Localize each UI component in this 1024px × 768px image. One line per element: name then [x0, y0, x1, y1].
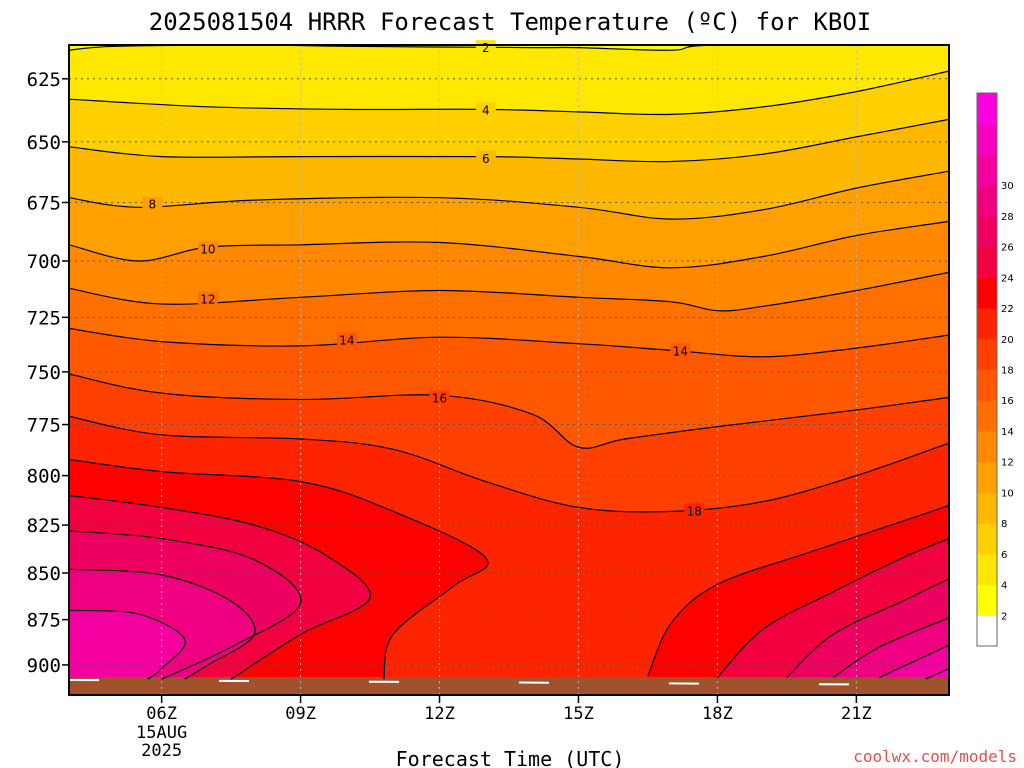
x-tick-label: 12Z	[424, 704, 455, 724]
contour-label-14: 14	[673, 344, 688, 358]
contour-label-18: 18	[687, 504, 702, 518]
x-tick-label: 15Z	[563, 704, 594, 724]
colorbar-swatch	[977, 369, 997, 401]
colorbar-swatch	[977, 430, 997, 463]
colorbar-label: 4	[1001, 581, 1007, 592]
band-28	[69, 610, 186, 695]
contour-label-14: 14	[339, 333, 354, 347]
colorbar-label: 10	[1001, 488, 1014, 499]
contour-line-24	[786, 578, 949, 678]
colorbar-label: 28	[1001, 212, 1014, 223]
contour-label-8: 8	[149, 198, 157, 212]
contour-label-4: 4	[482, 103, 490, 117]
y-tick-label: 625	[27, 69, 61, 91]
colorbar-label: 18	[1001, 366, 1014, 377]
y-tick-label: 700	[27, 251, 61, 273]
x-tick-label: 21Z	[841, 704, 872, 724]
contour-line-10	[69, 220, 949, 269]
x-axis-label: Forecast Time (UTC)	[396, 747, 625, 768]
colorbar-swatch	[977, 492, 997, 524]
contour-line-12	[69, 271, 949, 312]
contour-labels: 2 4 6 8 10 12 14 14 16 18	[142, 40, 705, 518]
contour-label-16: 16	[432, 391, 447, 405]
ground-band	[69, 677, 949, 695]
contour-label-2: 2	[482, 41, 490, 55]
grid-lines	[69, 45, 949, 695]
colorbar-swatch	[977, 553, 997, 586]
contour-label-6: 6	[482, 152, 490, 166]
x-tick-label: 18Z	[702, 704, 733, 724]
contour-line-28	[69, 609, 186, 680]
colorbar-swatch	[977, 154, 997, 186]
contour-label-12: 12	[200, 292, 215, 306]
contour-line-26	[832, 617, 949, 678]
contour-line-16	[69, 373, 949, 449]
colorbar-label: 14	[1001, 427, 1014, 438]
credit-link[interactable]: coolwx.com/models	[853, 747, 1017, 766]
contour-line-8	[69, 170, 949, 220]
contour-line-20	[647, 504, 949, 676]
colorbar-label: 20	[1001, 335, 1014, 346]
colorbar-label: 22	[1001, 304, 1014, 315]
contour-line-22	[69, 495, 371, 680]
y-axis: 625 650 675 700 725 750 775 800 825 850 875 900	[27, 69, 69, 677]
x-tick-label: 06Z	[146, 704, 177, 724]
colorbar-label: 30	[1001, 181, 1014, 192]
y-tick-label: 675	[27, 192, 61, 214]
contour-line-22	[716, 538, 949, 678]
contour-label-10: 10	[200, 242, 215, 256]
colorbar-label: 2	[1001, 611, 1007, 622]
colorbar-label: 24	[1001, 273, 1014, 284]
colorbar-swatch	[977, 338, 997, 370]
contour-line-20	[69, 458, 489, 680]
y-tick-label: 750	[27, 362, 61, 384]
x-tick-sublabel: 2025	[141, 741, 182, 761]
contour-line-28	[879, 644, 949, 678]
colorbar-swatch	[977, 93, 997, 125]
colorbar-label: 8	[1001, 519, 1007, 530]
ground-layer	[69, 677, 949, 695]
colorbar-label: 26	[1001, 243, 1014, 254]
colorbar-swatch	[977, 584, 997, 616]
contour-line-24	[69, 530, 302, 680]
colorbar-label: 6	[1001, 550, 1007, 561]
contour-line-26	[69, 568, 256, 680]
colorbar-swatch	[977, 215, 997, 248]
contour-line-6	[69, 118, 949, 163]
colorbar-swatch	[977, 246, 997, 278]
colorbar-swatch	[977, 277, 997, 309]
colorbar-swatch	[977, 123, 997, 155]
plot-frame	[68, 44, 950, 696]
contour-line-14	[69, 327, 949, 358]
contour-line-18	[69, 415, 949, 513]
filled-contour-bands	[69, 45, 949, 695]
y-tick-label: 850	[27, 563, 61, 585]
colorbar-label: 12	[1001, 458, 1014, 469]
y-tick-label: 800	[27, 466, 61, 488]
contour-line-30	[925, 667, 949, 680]
contour-line-4	[69, 70, 949, 116]
y-tick-label: 775	[27, 415, 61, 437]
x-tick-sublabel: 15AUG	[136, 723, 187, 743]
y-tick-label: 725	[27, 307, 61, 329]
colorbar-swatch	[977, 308, 997, 340]
colorbar-swatch	[977, 400, 997, 432]
chart-title: 2025081504 HRRR Forecast Temperature (ºC…	[149, 8, 871, 36]
colorbar-swatch	[977, 523, 997, 555]
y-tick-label: 875	[27, 610, 61, 632]
colorbar-swatch	[977, 615, 997, 647]
colorbar-swatch	[977, 185, 997, 217]
y-tick-label: 825	[27, 515, 61, 537]
x-tick-label: 09Z	[285, 704, 316, 724]
y-tick-label: 900	[27, 655, 61, 677]
colorbar-swatch	[977, 461, 997, 493]
contour-lines	[69, 45, 949, 680]
colorbar-label: 16	[1001, 396, 1014, 407]
y-tick-label: 650	[27, 132, 61, 154]
